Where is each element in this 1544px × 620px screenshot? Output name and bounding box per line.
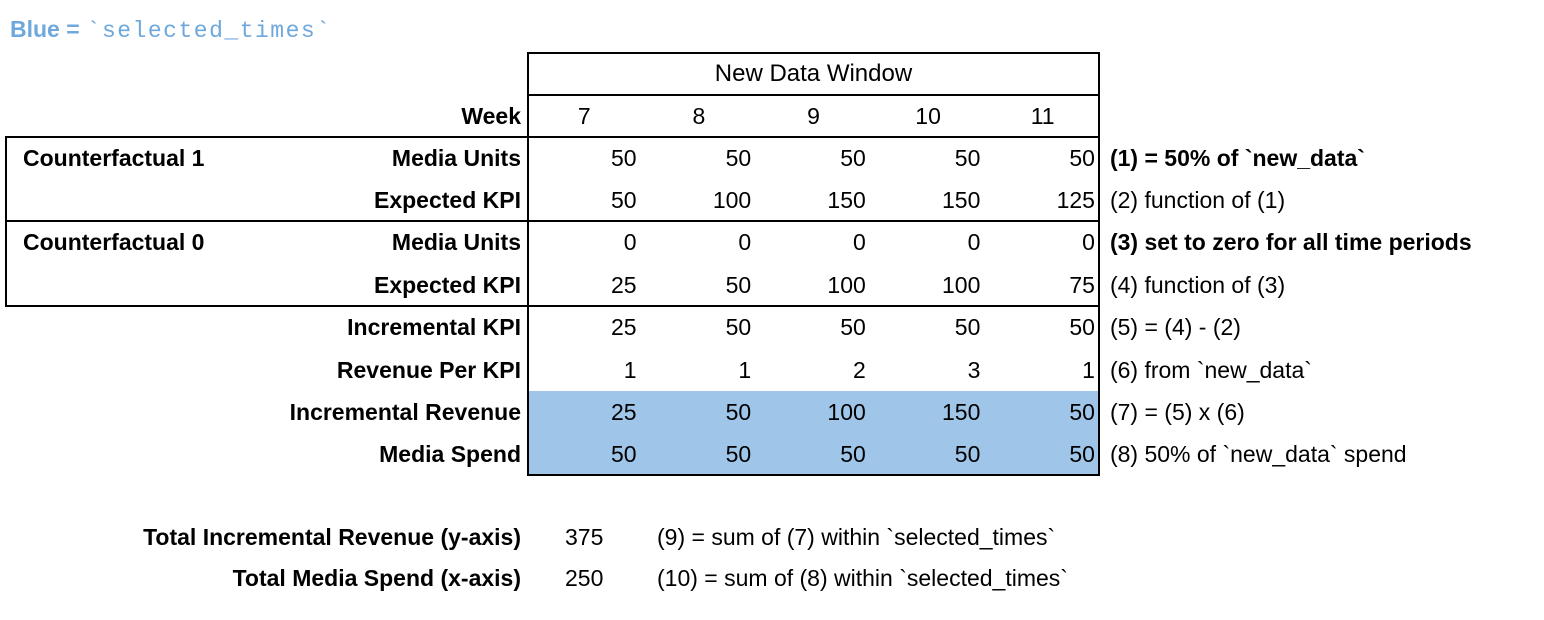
row-note: (8) 50% of `new_data` spend [1109, 441, 1407, 468]
value-cell: 25 [611, 314, 637, 341]
group-label-counterfactual-1: Counterfactual 1 [23, 144, 205, 171]
total-note: (9) = sum of (7) within `selected_times` [657, 524, 1056, 550]
value-cell-highlighted: 50 [840, 441, 866, 468]
value-cell: 150 [827, 187, 866, 214]
value-cell-highlighted: 50 [1069, 441, 1095, 468]
week-header-cell: 7 [577, 102, 591, 129]
value-cell: 50 [840, 314, 866, 341]
value-cell: 100 [827, 271, 866, 298]
value-cell: 75 [1069, 271, 1095, 298]
value-cell: 50 [725, 314, 752, 341]
value-cell: 150 [942, 187, 981, 214]
value-cell: 50 [954, 144, 981, 171]
totals-section: Total Incremental Revenue (y-axis) 375 (… [5, 517, 1068, 599]
week-header-cell: 8 [692, 102, 706, 129]
value-cell: 1 [738, 356, 752, 383]
week-header-cell: 9 [807, 102, 820, 129]
row-label: Revenue Per KPI [5, 349, 527, 391]
row-note: (3) set to zero for all time periods [1109, 229, 1472, 256]
row-note: (1) = 50% of `new_data` [1109, 144, 1365, 171]
row-label: Incremental KPI [5, 307, 527, 349]
row-label: Incremental Revenue [5, 391, 527, 433]
counterfactual1-separator-line [5, 220, 1100, 222]
value-cell: 125 [1056, 187, 1095, 214]
week-header-cell: 11 [1030, 102, 1055, 129]
row-label-text: Revenue Per KPI [336, 356, 521, 383]
row-note: (4) function of (3) [1109, 271, 1286, 298]
row-label-text: Media Units [391, 229, 521, 256]
row-label-text: Incremental Revenue [289, 399, 521, 426]
highlight-legend: Blue = `selected_times` [10, 16, 332, 44]
value-cell: 25 [611, 271, 637, 298]
row-label-text: Media Units [391, 144, 521, 171]
row-label-text: Expected KPI [374, 187, 521, 214]
value-cell-highlighted: 25 [611, 399, 637, 426]
value-cell: 1 [623, 356, 637, 383]
value-cell: 0 [738, 229, 752, 256]
value-cell: 100 [712, 187, 752, 214]
total-label: Total Media Spend (x-axis) [232, 565, 521, 591]
value-cell: 1 [1082, 356, 1095, 383]
value-cell: 50 [840, 144, 866, 171]
row-note: (5) = (4) - (2) [1109, 314, 1241, 341]
total-value: 375 [565, 524, 604, 550]
row-label: Counterfactual 1 Media Units [5, 137, 527, 179]
week-row-label: Week [461, 102, 521, 129]
value-cell: 0 [623, 229, 637, 256]
row-label-text: Media Spend [379, 441, 521, 468]
counterfactual-box-left-border [5, 136, 7, 307]
total-label: Total Incremental Revenue (y-axis) [143, 524, 521, 550]
value-cell: 50 [1069, 144, 1095, 171]
value-cell: 0 [852, 229, 866, 256]
value-cell: 50 [725, 271, 752, 298]
value-cell-highlighted: 50 [725, 399, 752, 426]
row-label: Expected KPI [5, 264, 527, 306]
legend-code: `selected_times` [86, 18, 332, 44]
week-separator-line [5, 136, 1100, 138]
header-spacer [1100, 52, 1544, 95]
value-cell: 50 [611, 187, 637, 214]
data-window-border [527, 52, 1100, 476]
week-header-cell: 10 [915, 102, 941, 129]
value-cell: 50 [611, 144, 637, 171]
value-cell-highlighted: 50 [954, 441, 981, 468]
value-cell-highlighted: 50 [725, 441, 752, 468]
selected-times-highlight [529, 391, 1098, 474]
value-cell-highlighted: 100 [827, 399, 866, 426]
value-cell: 0 [967, 229, 981, 256]
value-cell: 0 [1082, 229, 1095, 256]
row-note: (7) = (5) x (6) [1109, 399, 1245, 426]
row-note: (6) from `new_data` [1109, 356, 1312, 383]
value-cell: 100 [942, 271, 981, 298]
value-cell-highlighted: 50 [1069, 399, 1095, 426]
group-label-counterfactual-0: Counterfactual 0 [23, 229, 205, 256]
week-row-note [1100, 95, 1544, 137]
row-label: Counterfactual 0 Media Units [5, 222, 527, 264]
counterfactual0-separator-line [5, 305, 1100, 307]
value-cell-highlighted: 50 [611, 441, 637, 468]
value-cell-highlighted: 150 [942, 399, 981, 426]
data-table: New Data Window Week 7 8 9 10 11 Counter… [5, 52, 1544, 476]
total-note: (10) = sum of (8) within `selected_times… [657, 565, 1068, 591]
legend-label: Blue = [10, 16, 80, 42]
row-label: Media Spend [5, 434, 527, 476]
value-cell: 50 [725, 144, 752, 171]
value-cell: 3 [967, 356, 981, 383]
header-separator-line [527, 94, 1100, 96]
row-label-text: Expected KPI [374, 271, 521, 298]
row-label: Expected KPI [5, 179, 527, 221]
value-cell: 2 [852, 356, 866, 383]
value-cell: 50 [954, 314, 981, 341]
new-data-window-header: New Data Window [714, 59, 913, 87]
total-value: 250 [565, 565, 604, 591]
value-cell: 50 [1069, 314, 1095, 341]
row-note: (2) function of (1) [1109, 187, 1286, 214]
row-label-text: Incremental KPI [347, 314, 521, 341]
header-spacer [5, 52, 527, 95]
